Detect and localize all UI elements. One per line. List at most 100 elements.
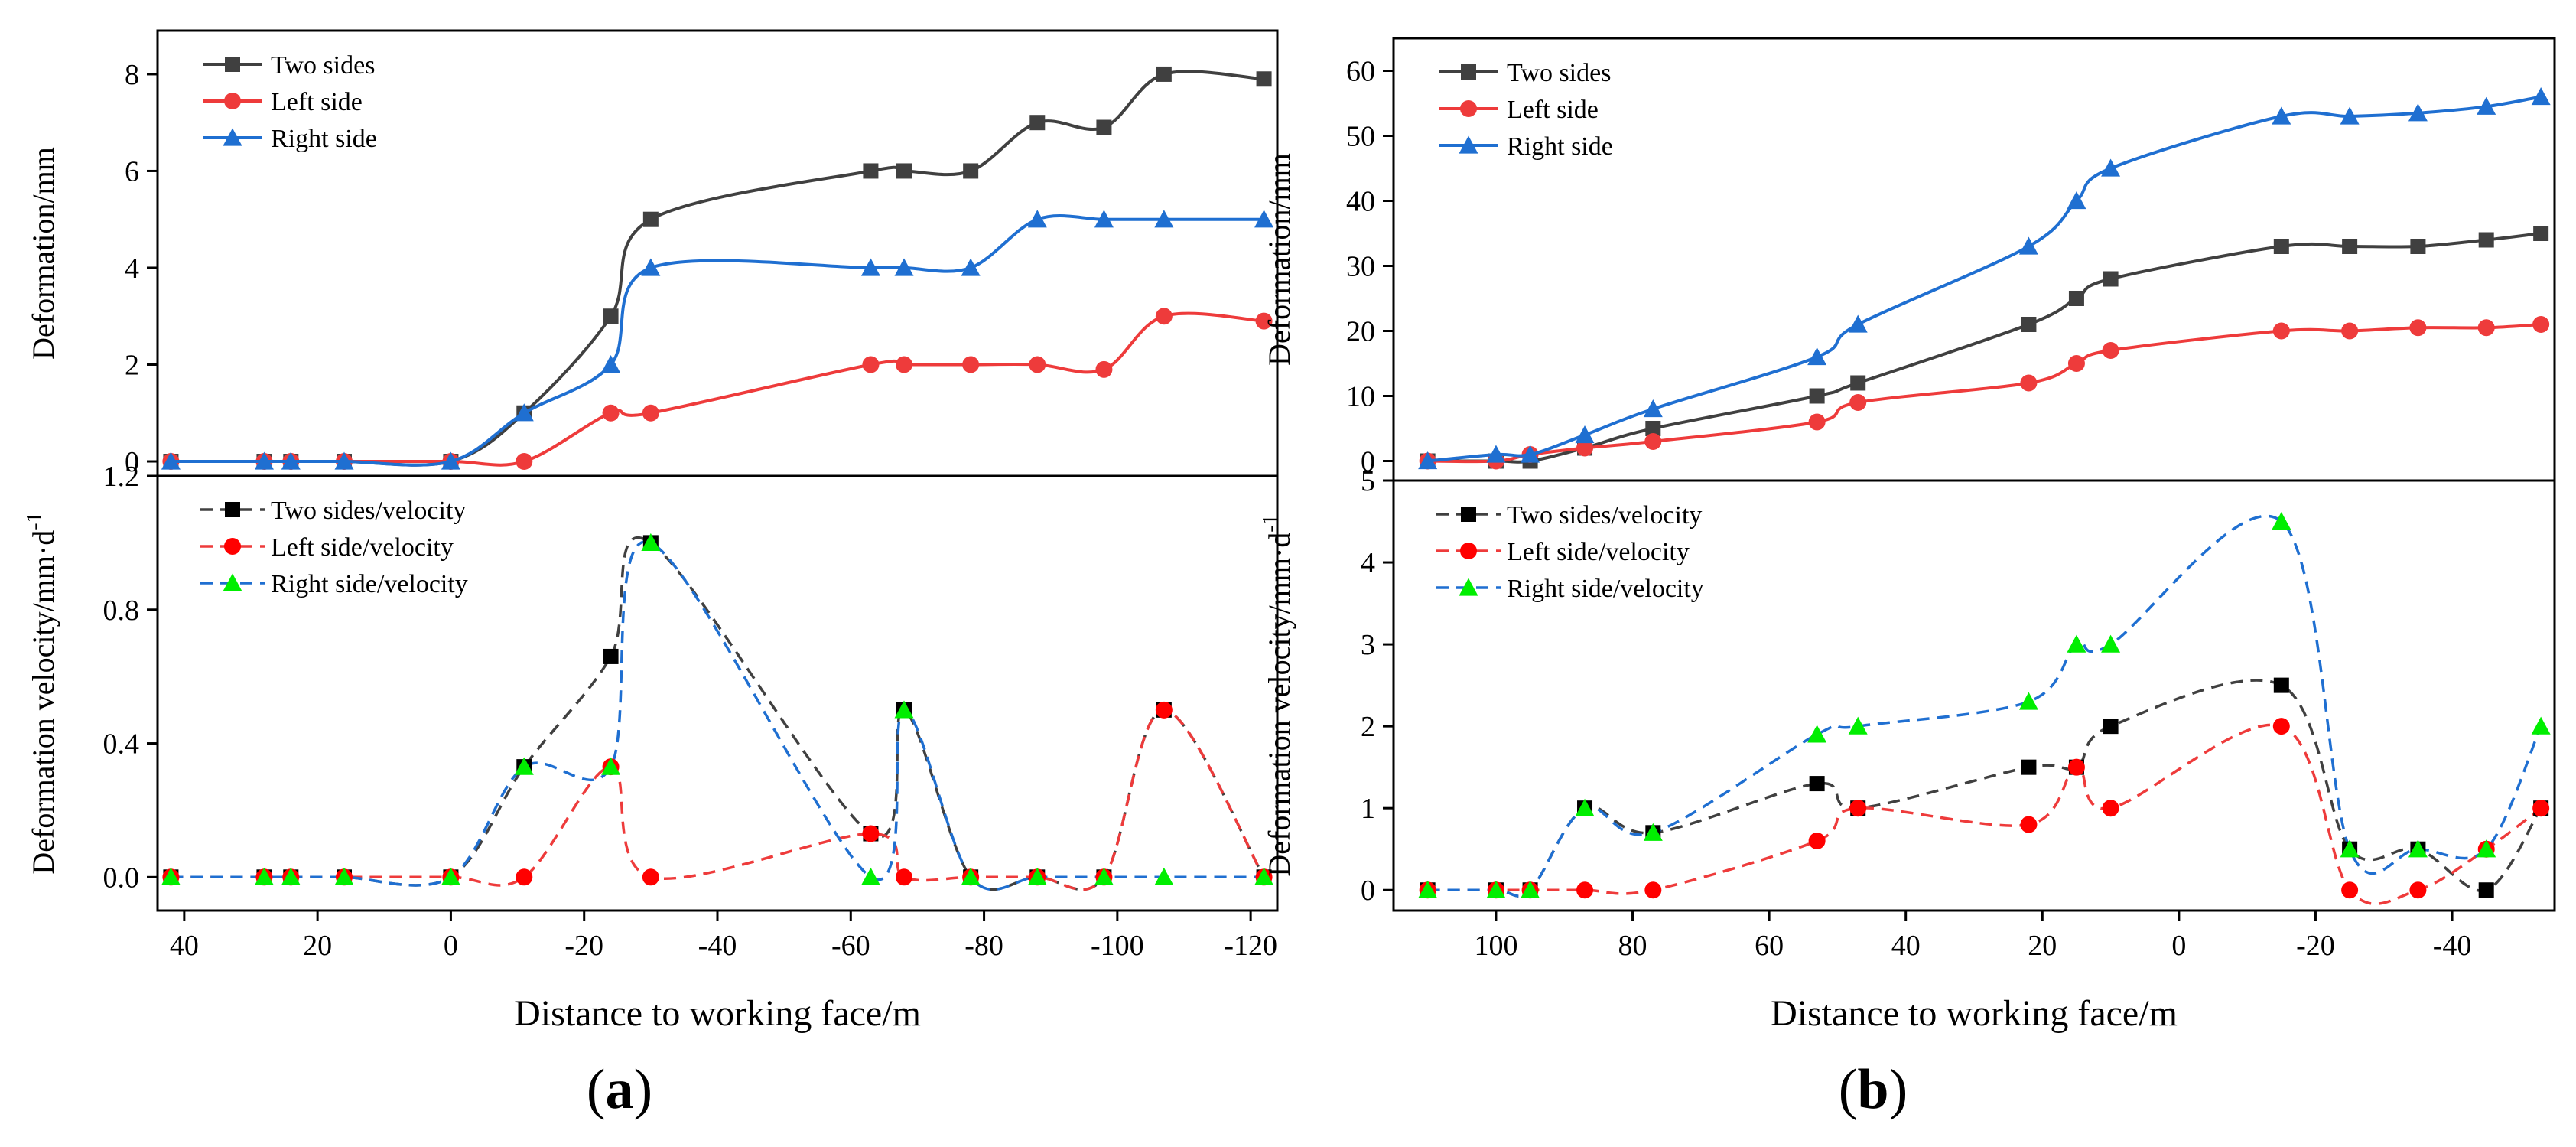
left-side-velocity-line [1427, 723, 2542, 905]
right-side-point [2340, 106, 2360, 125]
y-tick-label: 0.4 [103, 728, 140, 761]
left-side-point [516, 453, 533, 471]
right-side-point [514, 403, 534, 422]
left-side-velocity-point [2532, 800, 2550, 817]
right-side-velocity-point [1848, 716, 1868, 735]
x-tick-label: -20 [564, 930, 603, 962]
x-tick-label: -40 [2433, 930, 2472, 962]
left-side-point [1808, 413, 1826, 431]
legend-right-side-marker [1459, 135, 1478, 154]
legend-left-side-velocity-label: Left side/velocity [271, 533, 454, 562]
panel-a: 0 2 4 6 8 Deformation/mm Two sides Left side Rig… [23, 29, 1279, 1121]
two-sides-velocity-point [2021, 759, 2037, 775]
right-side-velocity-point [2018, 692, 2038, 710]
legend-left-side-label: Left side [271, 88, 363, 116]
two-sides-point [1645, 421, 1661, 436]
left-side-velocity-point [862, 825, 880, 842]
left-side-point [1029, 356, 1046, 373]
two-sides-point [1029, 115, 1046, 131]
left-side-velocity-point [2067, 758, 2085, 776]
left-side-point [1576, 439, 1594, 457]
right-side-velocity-point [2477, 839, 2496, 858]
two-sides-point [642, 211, 659, 227]
x-tick-label: 80 [1618, 930, 1647, 962]
two-sides-point [1096, 119, 1112, 135]
right-side-velocity-point [1094, 867, 1114, 885]
right-side-point [2272, 106, 2291, 125]
two-sides-point [2273, 239, 2289, 254]
right-side-point [894, 258, 914, 276]
two-sides-point [896, 163, 912, 179]
right-side-velocity-point [2531, 716, 2551, 735]
left-side-velocity-point [2102, 800, 2119, 817]
y-tick-label: 4 [125, 253, 139, 285]
two-sides-point [2533, 226, 2549, 241]
x-tick-label: 0 [2171, 930, 2186, 962]
y-tick-label: 0.0 [103, 862, 140, 894]
right-side-velocity-point [161, 867, 181, 885]
top-y-axis-label: Deformation/mm [1262, 153, 1296, 366]
right-side-point [1521, 445, 1540, 463]
left-side-line [171, 311, 1264, 467]
left-side-velocity-point [1644, 881, 1662, 899]
left-side-velocity-point [2341, 881, 2359, 899]
legend-right-side-velocity-label: Right side/velocity [271, 570, 468, 598]
y-tick-label: 50 [1346, 121, 1375, 153]
left-side-velocity-point [1576, 881, 1594, 899]
left-side-point [642, 404, 659, 422]
right-side-velocity-point [1027, 867, 1047, 885]
two-sides-point [1156, 66, 1172, 82]
right-side-velocity-point [2408, 839, 2428, 858]
legend-two-sides-label: Two sides [271, 51, 375, 80]
left-side-point [602, 404, 620, 422]
right-side-point [1254, 210, 1274, 228]
right-side-point [1027, 210, 1047, 228]
right-side-point [334, 451, 354, 470]
y-tick-label: 20 [1346, 316, 1375, 348]
left-side-velocity-point [642, 868, 659, 886]
legend-two-sides-velocity-label: Two sides/velocity [1507, 501, 1702, 530]
right-side-point [1575, 425, 1595, 444]
y-tick-label: 0 [1361, 446, 1375, 478]
legend-two-sides-marker [1461, 64, 1476, 80]
x-tick-label: -40 [698, 930, 737, 962]
y-tick-label: 0 [125, 446, 139, 478]
y-tick-label: 10 [1346, 381, 1375, 413]
right-side-point [2067, 191, 2086, 210]
right-side-point [2101, 158, 2121, 177]
x-tick-label: 0 [444, 930, 458, 962]
right-side-point [1807, 347, 1827, 366]
bottom-y-axis-label: Deformation velocity/mm·d-1 [1259, 514, 1296, 876]
right-side-velocity-point [2272, 512, 2291, 530]
legend-right-side-label: Right side [271, 125, 377, 153]
two-sides-velocity-point [2273, 677, 2289, 693]
right-side-line [1427, 95, 2542, 463]
right-side-velocity-point [254, 867, 274, 885]
left-side-velocity-point [516, 868, 533, 886]
left-side-point [2272, 322, 2290, 340]
x-tick-label: 20 [2028, 930, 2057, 962]
x-tick-label: -20 [2296, 930, 2335, 962]
right-side-velocity-point [601, 757, 621, 775]
left-side-point [2102, 342, 2119, 359]
two-sides-point [1850, 375, 1866, 391]
right-side-point [1154, 210, 1174, 228]
right-side-velocity-point [1807, 725, 1827, 743]
left-side-point [962, 356, 980, 373]
x-tick-label: 40 [1891, 930, 1921, 962]
y-axis-label-superscript: -1 [1259, 514, 1283, 532]
two-sides-point [1256, 71, 1272, 87]
right-side-point [441, 451, 460, 470]
y-tick-label: 5 [1361, 465, 1375, 497]
two-sides-point [2342, 239, 2358, 254]
y-tick-label: 0 [1361, 875, 1375, 907]
right-side-velocity-point [894, 700, 914, 719]
left-side-point [1644, 433, 1662, 450]
left-side-point [1155, 308, 1173, 325]
y-tick-label: 30 [1346, 251, 1375, 283]
left-side-point [862, 356, 880, 373]
left-side-velocity-point [896, 868, 912, 886]
left-side-point [2067, 355, 2085, 372]
